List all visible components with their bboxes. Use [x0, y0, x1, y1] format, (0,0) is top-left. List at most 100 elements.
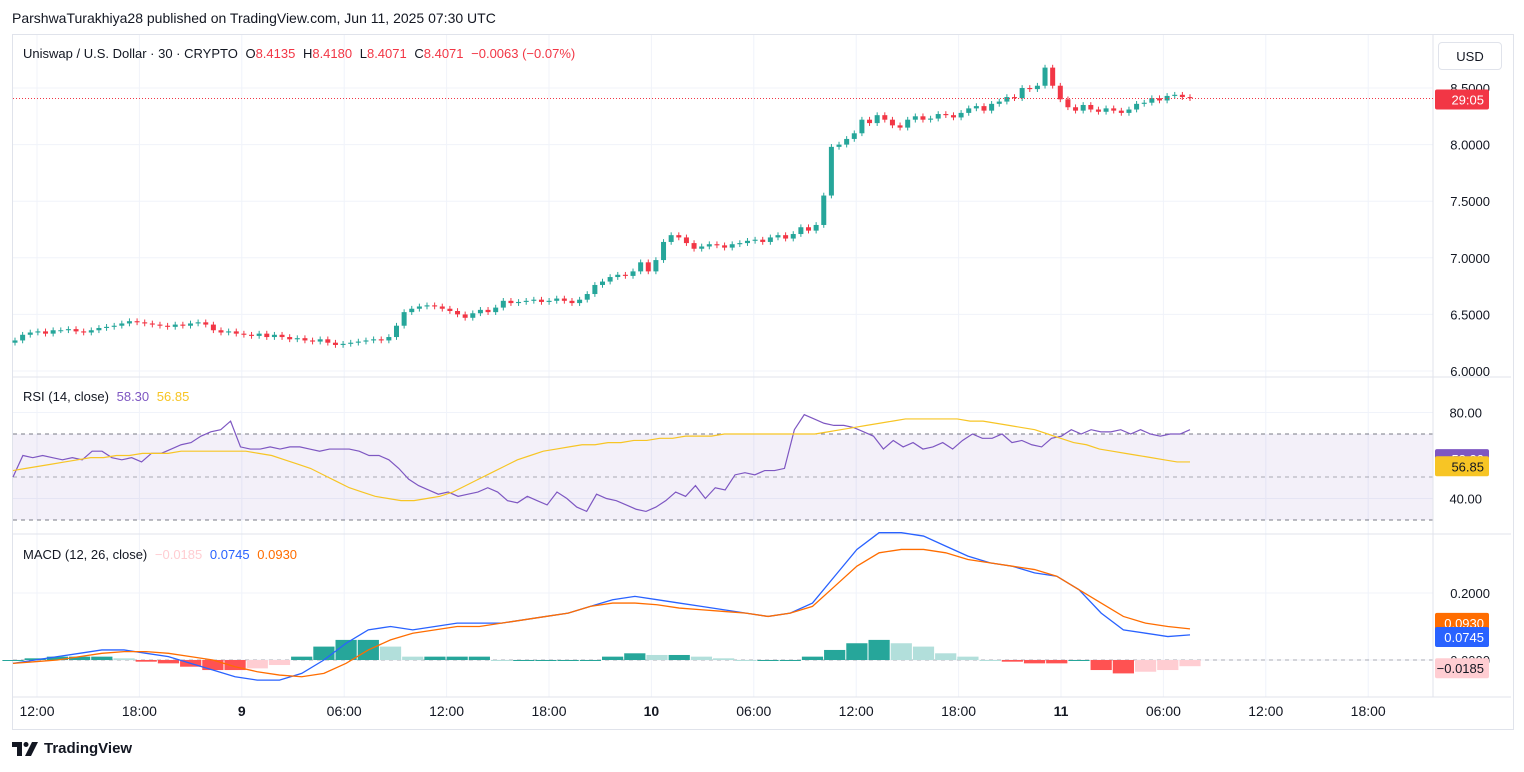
rsi-band	[13, 434, 1433, 520]
candle-body	[828, 146, 834, 196]
macd-signal-value: 0.0930	[257, 547, 298, 562]
macd-hist-bar	[1134, 660, 1157, 672]
candle-body	[592, 284, 598, 295]
candle-body	[577, 299, 583, 304]
rsi-title[interactable]: RSI (14, close)	[23, 389, 109, 404]
low-label: L8.4071	[359, 46, 407, 61]
candle-body	[477, 309, 483, 314]
candle-body	[516, 301, 522, 304]
macd-hist-bar	[202, 660, 224, 671]
candle-body	[348, 342, 354, 344]
candle-body	[172, 324, 178, 327]
candle-body	[920, 116, 926, 120]
candle-body	[737, 243, 743, 245]
macd-hist-bar	[335, 639, 357, 660]
candle-body	[12, 340, 18, 343]
time-tick-label: 12:00	[839, 703, 874, 719]
candle-body	[119, 323, 125, 326]
candle-body	[325, 339, 331, 343]
candle-body	[409, 308, 415, 313]
macd-hist-bar	[1157, 660, 1179, 671]
tradingview-footer[interactable]: TradingView	[12, 740, 132, 757]
rsi-value: 58.30	[116, 389, 150, 404]
candle-body	[271, 334, 277, 338]
time-tick-label: 06:00	[1146, 703, 1181, 719]
macd-hist-bar	[779, 660, 801, 661]
candle-body	[607, 277, 613, 282]
candle-body	[844, 138, 850, 145]
candle-body	[699, 246, 705, 249]
macd-hist-bar	[713, 658, 735, 660]
candle-body	[882, 115, 888, 120]
macd-hist-bar	[868, 639, 890, 660]
candle-body	[806, 227, 812, 231]
symbol-label[interactable]: Uniswap / U.S. Dollar · 30 · CRYPTO	[23, 46, 238, 61]
candle-body	[1118, 110, 1124, 113]
candle-body	[912, 116, 918, 120]
candle-body	[310, 340, 316, 342]
candle-body	[760, 239, 766, 242]
macd-hist-bar	[468, 656, 490, 660]
macd-hist-bar	[313, 646, 335, 660]
price-tick-label: 6.0000	[1450, 364, 1490, 379]
rsi-ma-badge: 56.85	[1435, 456, 1489, 477]
candle-body	[989, 103, 995, 111]
candle-body	[645, 262, 651, 272]
candle-body	[790, 234, 796, 239]
macd-hist-bar	[24, 658, 46, 660]
macd-hist-bar	[46, 656, 69, 660]
rsi-lines-group	[12, 413, 1191, 513]
candle-body	[233, 331, 239, 334]
candle-body	[447, 308, 453, 312]
candle-body	[653, 260, 659, 272]
rsi-ma-badge-bg	[1435, 456, 1489, 477]
time-tick-label: 06:00	[327, 703, 362, 719]
candle-body	[600, 281, 605, 285]
candle-body	[104, 326, 110, 328]
candle-body	[226, 331, 232, 333]
candle-body	[1019, 88, 1025, 99]
candle-body	[195, 322, 201, 324]
rsi-tick-label: 80.00	[1449, 406, 1482, 421]
candle-body	[798, 227, 804, 235]
candle-body	[332, 342, 338, 345]
candle-body	[241, 333, 247, 335]
macd-hist-bar	[979, 660, 1001, 661]
close-label: C8.4071	[414, 46, 464, 61]
candle-body	[432, 305, 438, 307]
candle-body	[729, 244, 735, 248]
candle-body	[485, 309, 491, 313]
candle-body	[867, 119, 873, 124]
candle-body	[264, 333, 270, 338]
macd-hist-bar	[224, 660, 246, 671]
time-tick-label: 11	[1054, 703, 1069, 719]
candle-body	[859, 119, 865, 134]
candle-body	[897, 125, 903, 128]
macd-hist-bar	[646, 654, 668, 660]
macd-hist-bar	[402, 656, 424, 660]
price-tick-label: 6.5000	[1450, 307, 1490, 322]
macd-hist-bar	[1179, 660, 1201, 667]
candle-body	[439, 306, 445, 309]
macd-hist-bar	[157, 660, 180, 664]
open-label: O8.4135	[245, 46, 296, 61]
candle-body	[1088, 104, 1094, 110]
currency-button[interactable]: USD	[1438, 42, 1502, 70]
macd-hist-bar	[957, 656, 979, 660]
macd-hist-bar	[557, 660, 579, 661]
candle-body	[661, 241, 667, 261]
time-tick-label: 18:00	[122, 703, 157, 719]
candle-body	[142, 322, 148, 324]
candle-body	[249, 334, 255, 336]
macd-badge-text: 0.0745	[1444, 630, 1484, 645]
macd-hist-bar	[424, 656, 446, 660]
publish-attribution: ParshwaTurakhiya28 published on TradingV…	[12, 10, 496, 26]
candle-body	[874, 115, 880, 124]
macd-title[interactable]: MACD (12, 26, close)	[23, 547, 148, 562]
candle-body	[1141, 102, 1147, 104]
candle-body	[65, 329, 71, 331]
candle-body	[744, 240, 750, 244]
candle-body	[1134, 103, 1140, 110]
macd-hist-bar	[579, 660, 601, 661]
